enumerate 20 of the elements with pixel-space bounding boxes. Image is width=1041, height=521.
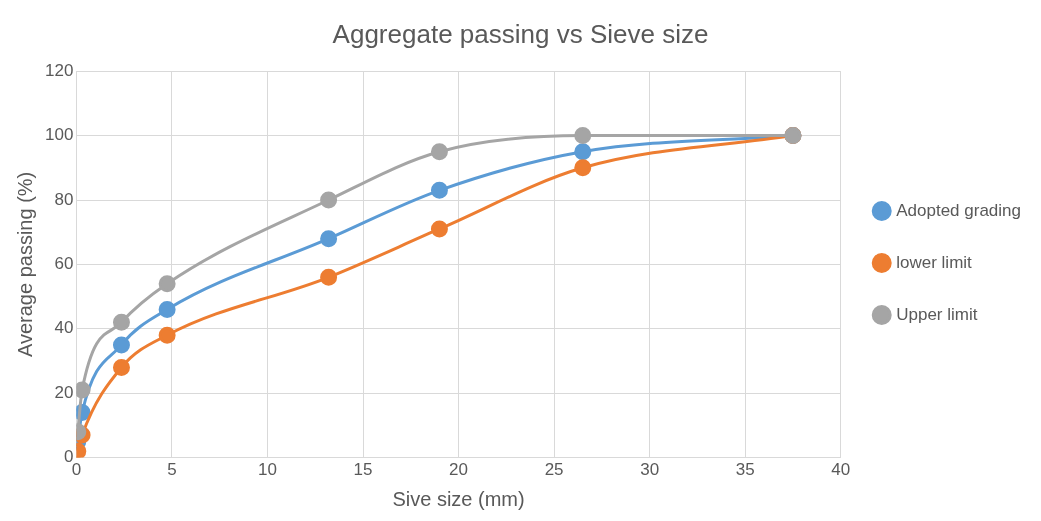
legend-label: Upper limit [896,304,978,324]
x-tick-label: 30 [640,460,660,480]
y-tick-label: 60 [54,254,74,274]
y-axis-title: Average passing (%) [13,171,36,358]
legend-label: lower limit [896,252,973,272]
y-tick-label: 40 [54,318,74,338]
x-tick-label: 10 [257,460,277,480]
legend-label: Adopted grading [896,200,1022,220]
chart-title: Aggregate passing vs Sieve size [332,18,709,49]
y-tick-label: 20 [54,382,74,402]
y-tick-label: 80 [54,189,74,209]
x-tick-label: 20 [449,460,469,480]
x-tick-label: 25 [544,460,564,480]
y-tick-label: 120 [44,60,74,80]
x-tick-label: 5 [167,460,177,480]
x-tick-label: 40 [831,460,851,480]
x-axis-title: Sive size (mm) [392,487,525,510]
x-tick-label: 15 [353,460,373,480]
x-tick-label: 35 [735,460,755,480]
y-tick-label: 100 [44,125,74,145]
